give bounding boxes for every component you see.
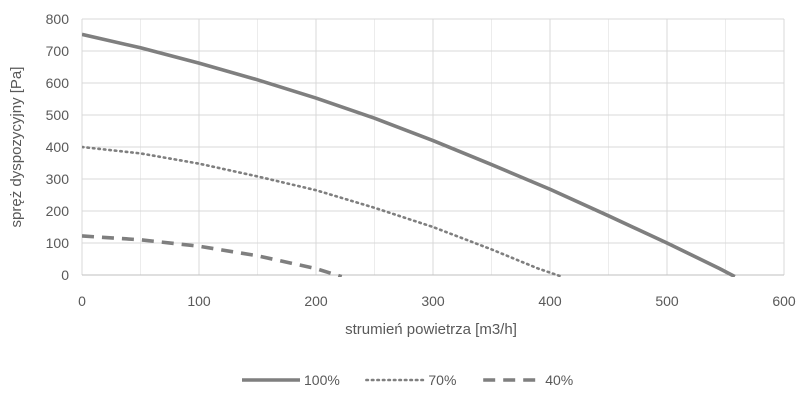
y-tick-label: 600 — [46, 75, 70, 91]
y-tick-label: 200 — [46, 203, 70, 219]
series-line-2 — [82, 145, 563, 277]
legend-label-1: 100% — [304, 372, 340, 388]
legend: 100% 70% 40% — [242, 372, 573, 388]
x-axis-title: strumień powietrza [m3/h] — [345, 321, 517, 338]
x-tick-label: 100 — [187, 293, 211, 309]
y-tick-label: 300 — [46, 171, 70, 187]
y-tick-label: 500 — [46, 107, 70, 123]
legend-label-3: 40% — [545, 372, 573, 388]
tick-labels: 0 100 200 300 400 500 600 0 100 200 300 400 500 600 70… — [46, 11, 796, 309]
x-tick-label: 0 — [78, 293, 86, 309]
x-tick-label: 400 — [538, 293, 562, 309]
gridlines — [81, 18, 785, 276]
y-tick-label: 100 — [46, 235, 70, 251]
series — [82, 32, 736, 277]
y-tick-label: 400 — [46, 139, 70, 155]
series-line-1 — [82, 32, 736, 277]
x-tick-label: 300 — [421, 293, 445, 309]
legend-label-2: 70% — [428, 372, 456, 388]
x-tick-label: 500 — [655, 293, 679, 309]
y-axis-title: spręż dyspozycyjny [Pa] — [8, 67, 25, 228]
x-tick-label: 200 — [304, 293, 328, 309]
y-tick-label: 800 — [46, 11, 70, 27]
y-tick-label: 0 — [61, 267, 69, 283]
y-tick-label: 700 — [46, 43, 70, 59]
series-line-3 — [82, 234, 343, 277]
x-tick-label: 600 — [772, 293, 796, 309]
